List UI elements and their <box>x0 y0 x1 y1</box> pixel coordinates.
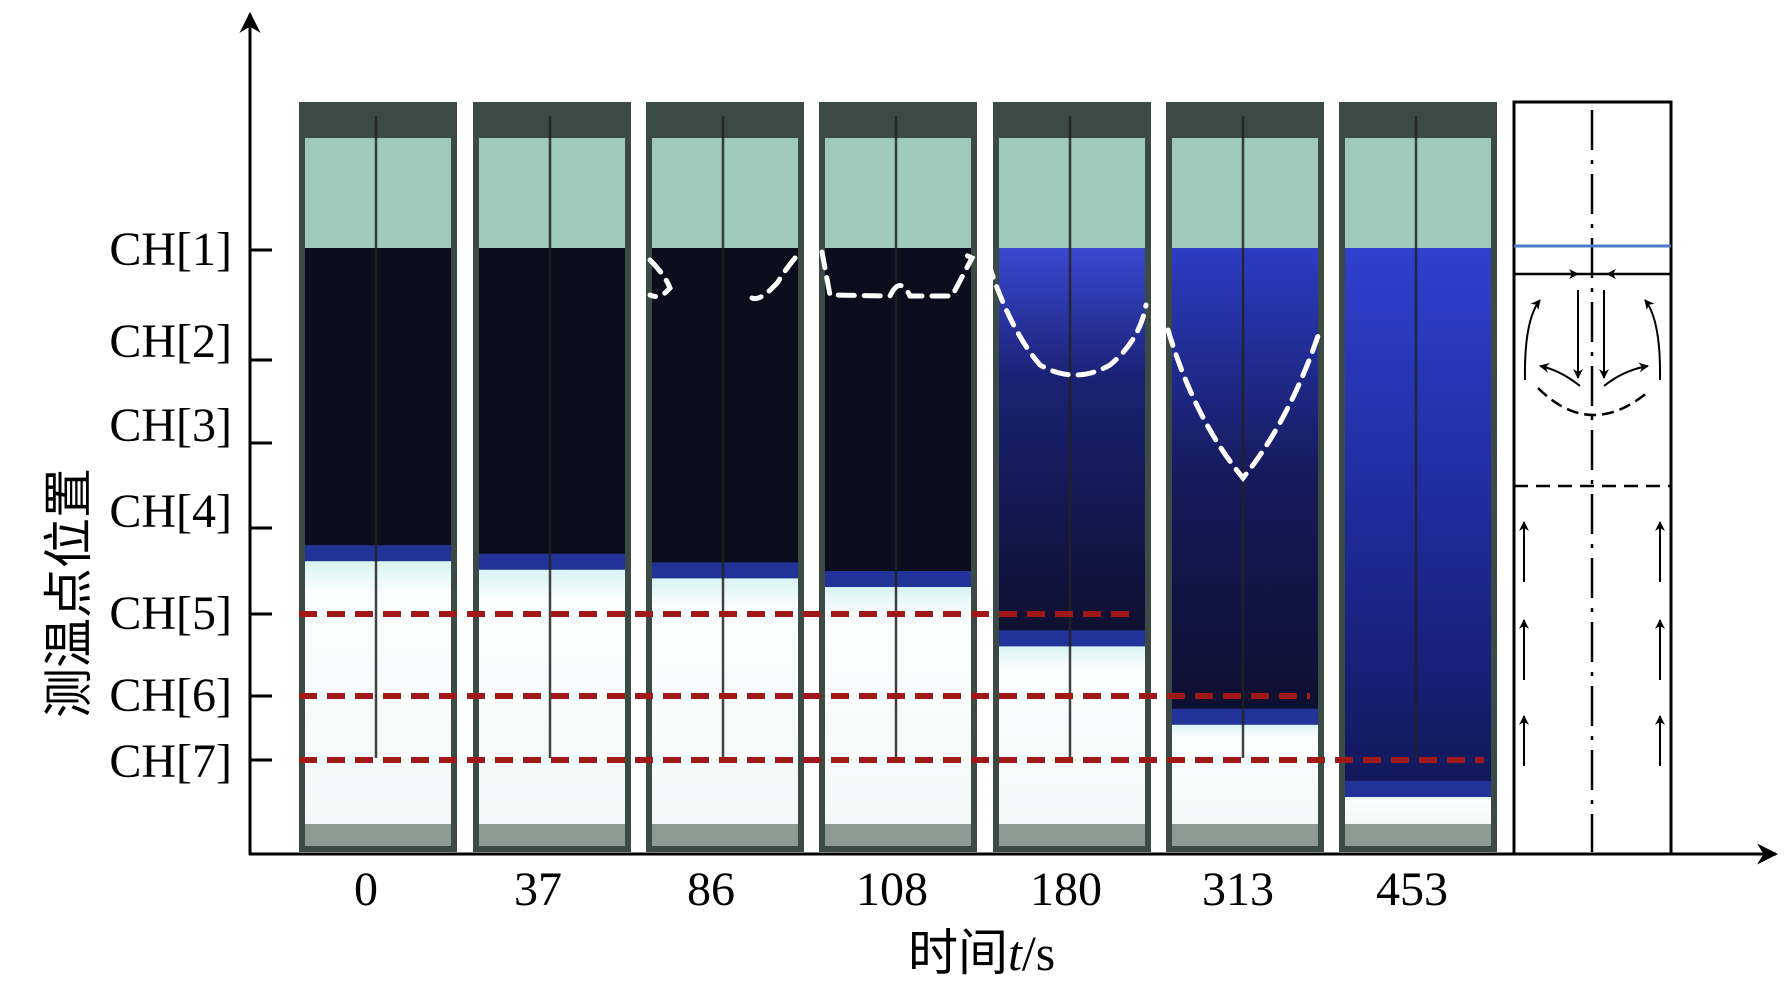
frame-bottom <box>305 824 451 846</box>
ch-label-2: CH[2] <box>109 315 232 368</box>
recirculation-left <box>1523 299 1541 381</box>
liquid-region <box>825 248 971 571</box>
melt-front-band <box>825 571 971 587</box>
ch-label-1: CH[1] <box>109 223 232 276</box>
vortex-arc <box>1537 387 1649 417</box>
time-label-0: 0 <box>354 863 378 916</box>
contour-t108 <box>819 249 976 299</box>
y-axis-title: 测温点位置 <box>41 468 97 718</box>
ch-label-5: CH[5] <box>109 587 232 640</box>
ch-label-6: CH[6] <box>109 669 232 722</box>
y-axis-ticks <box>250 248 272 762</box>
ice-region <box>305 561 451 824</box>
frame-bottom <box>479 824 625 846</box>
time-label-313: 313 <box>1202 863 1274 916</box>
frame-bottom <box>652 824 798 846</box>
liquid-region <box>999 248 1145 631</box>
melt-contours <box>647 249 1323 482</box>
ch-label-4: CH[4] <box>109 485 232 538</box>
frame-bottom <box>1345 824 1491 846</box>
frame-t86 <box>646 102 804 852</box>
time-label-180: 180 <box>1030 863 1102 916</box>
liquid-region <box>305 248 451 546</box>
frame-top-region <box>652 138 798 248</box>
contour-t86-left <box>647 257 673 299</box>
time-label-37: 37 <box>514 863 562 916</box>
frame-bottom <box>999 824 1145 846</box>
flow-schematic <box>1512 100 1673 856</box>
melt-front-band <box>1172 708 1318 725</box>
frame-top-region <box>1172 138 1318 248</box>
frame-bottom <box>1172 824 1318 846</box>
diverge-arrow-right <box>1603 362 1649 387</box>
x-axis-title-prefix: 时间 <box>908 925 1008 981</box>
time-label-453: 453 <box>1376 863 1448 916</box>
liquid-region <box>1345 248 1491 781</box>
frame-top-region <box>305 138 451 248</box>
frame-top-region <box>999 138 1145 248</box>
frame-top-region <box>825 138 971 248</box>
x-axis-title-var: t <box>1008 925 1022 981</box>
melt-front-band <box>999 630 1145 647</box>
frame-top-region <box>1345 138 1491 248</box>
contour-t180 <box>985 259 1149 378</box>
melt-front-band <box>305 545 451 562</box>
x-axis-title: 时间t/s <box>908 928 1055 978</box>
time-label-108: 108 <box>856 863 928 916</box>
ch-label-7: CH[7] <box>109 735 232 788</box>
schematic-box <box>1512 100 1673 856</box>
diverge-arrow-left <box>1539 362 1581 387</box>
liquid-region <box>479 248 625 554</box>
frame-t453 <box>1339 102 1497 852</box>
frame-t108 <box>819 102 977 852</box>
frame-bottom <box>825 824 971 846</box>
ch-label-3: CH[3] <box>109 399 232 452</box>
melt-front-band <box>1345 781 1491 797</box>
ice-region <box>652 578 798 824</box>
frame-t0 <box>299 102 457 852</box>
frame-top-region <box>479 138 625 248</box>
photo-frames <box>299 102 1497 852</box>
recirculation-right <box>1644 299 1662 381</box>
liquid-region <box>652 248 798 563</box>
reference-lines <box>299 611 1484 763</box>
melt-front-band <box>479 553 625 570</box>
frame-t180 <box>993 102 1151 852</box>
contour-t313 <box>1165 327 1323 482</box>
melt-front-band <box>652 562 798 579</box>
ice-region <box>1172 724 1318 824</box>
contour-t86-right <box>749 255 798 302</box>
ice-region <box>825 587 971 824</box>
frame-t37 <box>473 102 631 852</box>
x-axis-title-unit: /s <box>1021 925 1056 981</box>
ice-region <box>1345 797 1491 824</box>
ice-region <box>999 646 1145 824</box>
time-label-86: 86 <box>687 863 735 916</box>
